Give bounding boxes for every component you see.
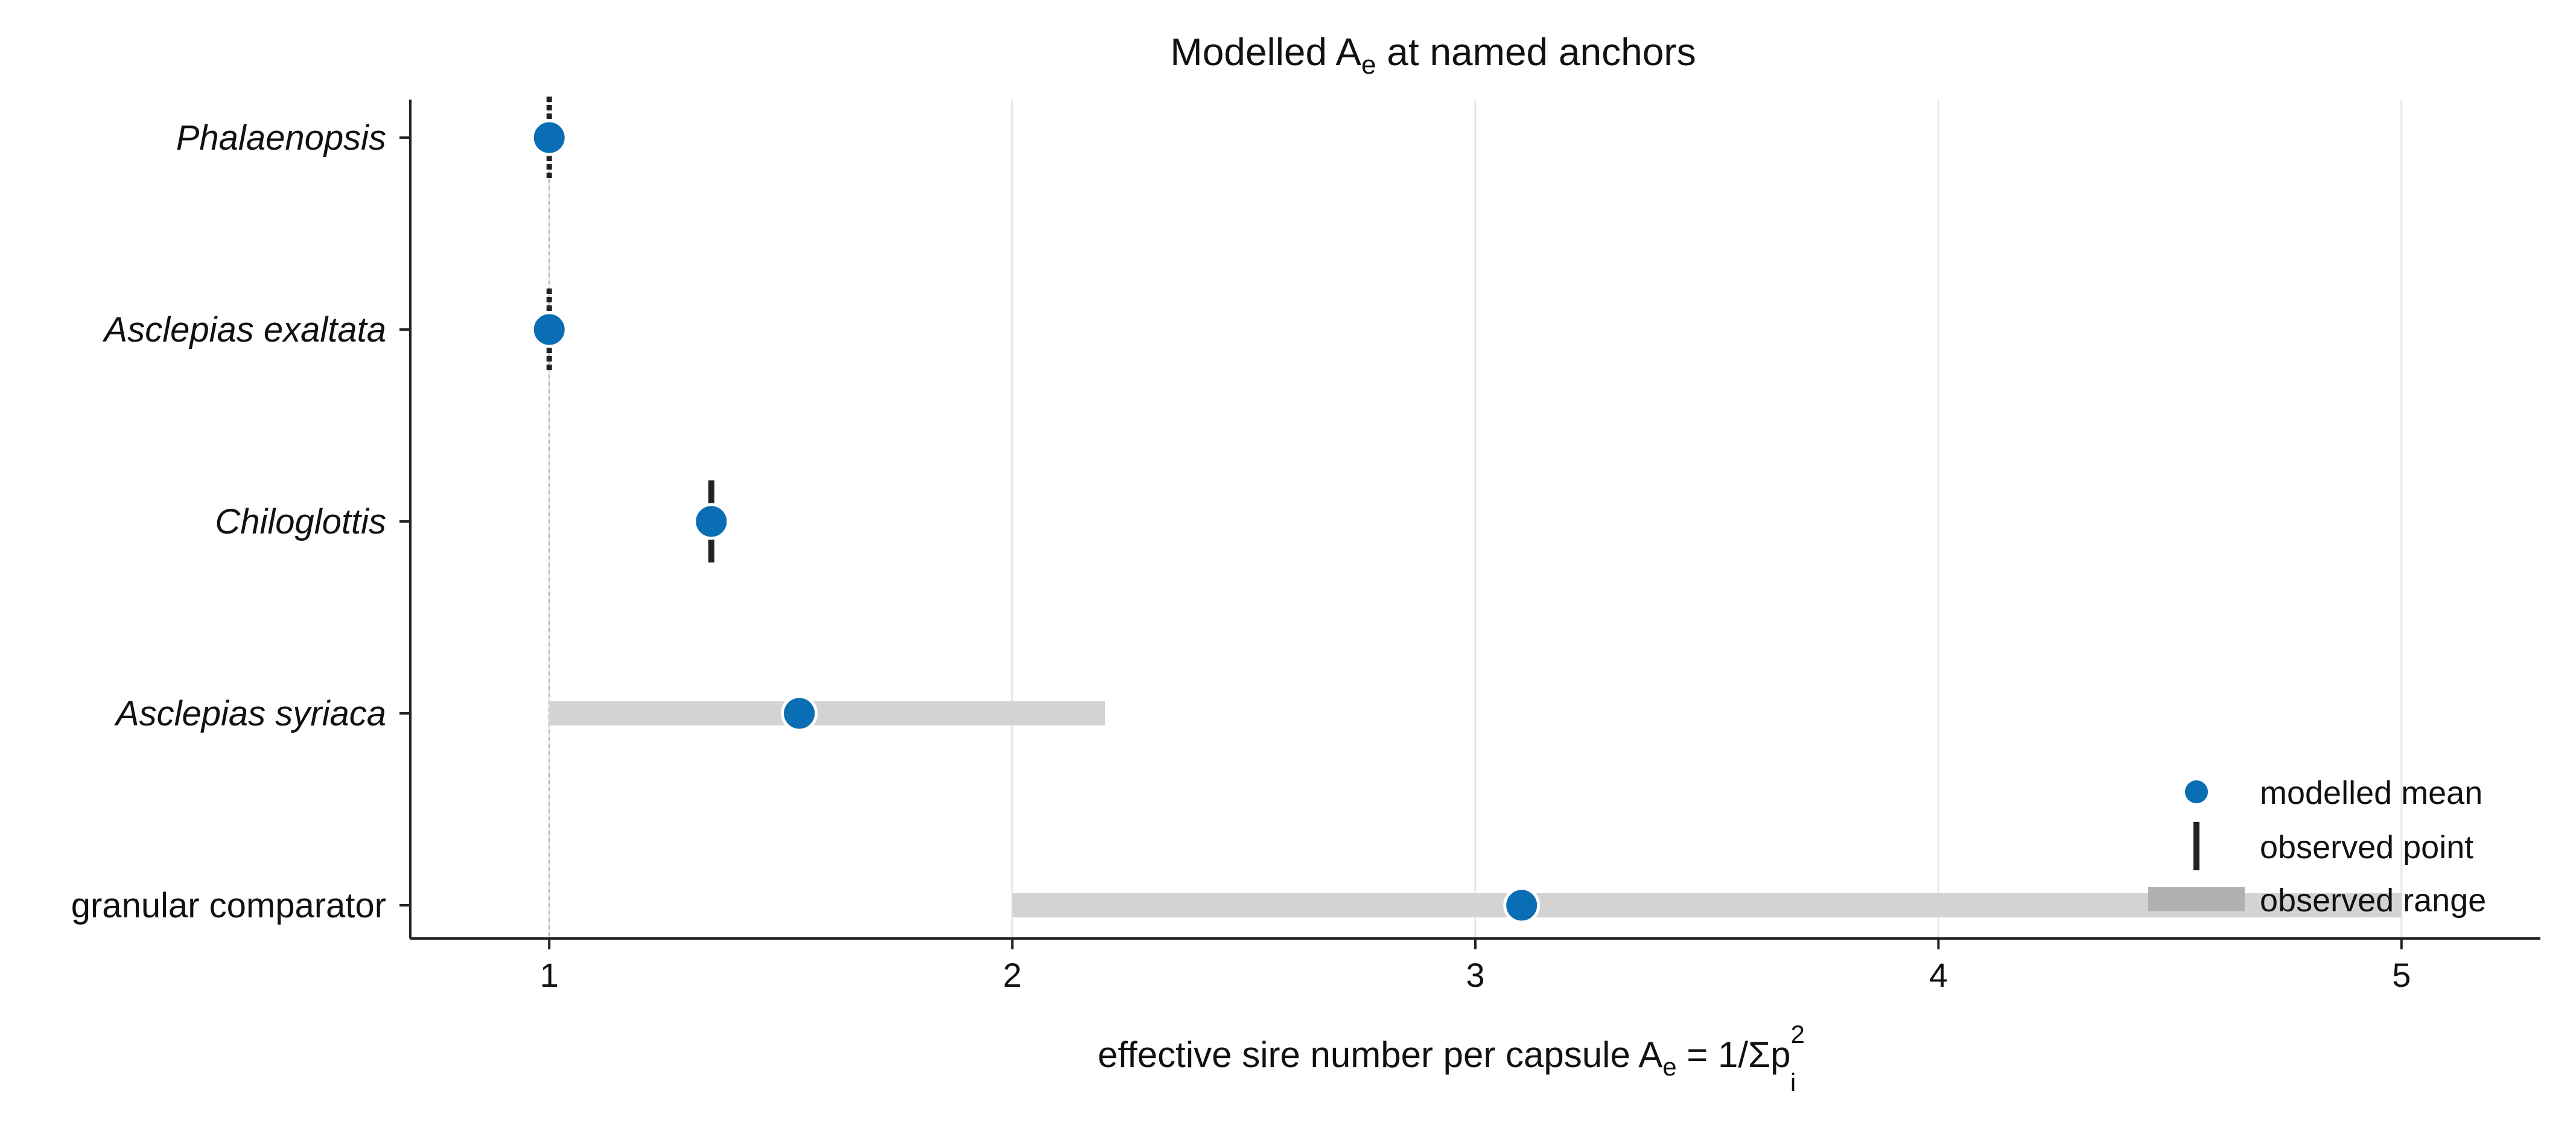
- x-tick-label: 4: [1929, 956, 1948, 994]
- modelled-mean-dot: [530, 119, 568, 156]
- x-tick-layer: 1 2 3 4 5: [540, 938, 2411, 994]
- xlabel-sub2: i: [1790, 1068, 1796, 1097]
- modelled-mean-dot: [693, 503, 730, 540]
- modelled-mean-dot: [1503, 887, 1541, 924]
- observed-range-bar: [549, 701, 1105, 725]
- x-axis-label: effective sire number per capsule Ae = 1…: [1098, 1020, 1805, 1097]
- y-tick-label: Asclepias exaltata: [103, 310, 386, 349]
- modelled-mean-dot: [781, 695, 818, 732]
- modelled-mean-dot: [530, 311, 568, 348]
- legend-label: observed range: [2260, 882, 2486, 919]
- y-tick-layer: Phalaenopsis Asclepias exaltata Chiloglott…: [71, 118, 410, 925]
- title-main: Modelled A: [1170, 30, 1361, 74]
- point-layer: [546, 97, 714, 562]
- legend-marker-range: [2148, 887, 2245, 911]
- xlabel-sub: e: [1662, 1053, 1676, 1081]
- x-tick-label: 1: [540, 956, 559, 994]
- title-rest: at named anchors: [1376, 30, 1696, 74]
- chart-title: Modelled Ae at named anchors: [1170, 30, 1696, 80]
- x-tick-label: 3: [1466, 956, 1484, 994]
- title-sub: e: [1361, 50, 1376, 80]
- xlabel-main: effective sire number per capsule A: [1098, 1034, 1662, 1075]
- mean-layer: [530, 119, 1541, 924]
- y-tick-label: Phalaenopsis: [176, 118, 386, 158]
- y-tick-label: granular comparator: [71, 886, 386, 925]
- legend-label: observed point: [2260, 829, 2473, 865]
- legend-label: modelled mean: [2260, 775, 2482, 811]
- legend: modelled mean observed point observed rang…: [2148, 775, 2486, 919]
- x-tick-label: 5: [2392, 956, 2411, 994]
- y-tick-label: Asclepias syriaca: [114, 694, 386, 733]
- legend-marker-mean: [2183, 778, 2210, 806]
- xlabel-mid: = 1/Σp: [1677, 1034, 1791, 1075]
- grid-layer: [548, 100, 2403, 938]
- y-tick-label: Chiloglottis: [215, 502, 386, 541]
- xlabel-sup: 2: [1790, 1020, 1804, 1048]
- x-tick-label: 2: [1003, 956, 1022, 994]
